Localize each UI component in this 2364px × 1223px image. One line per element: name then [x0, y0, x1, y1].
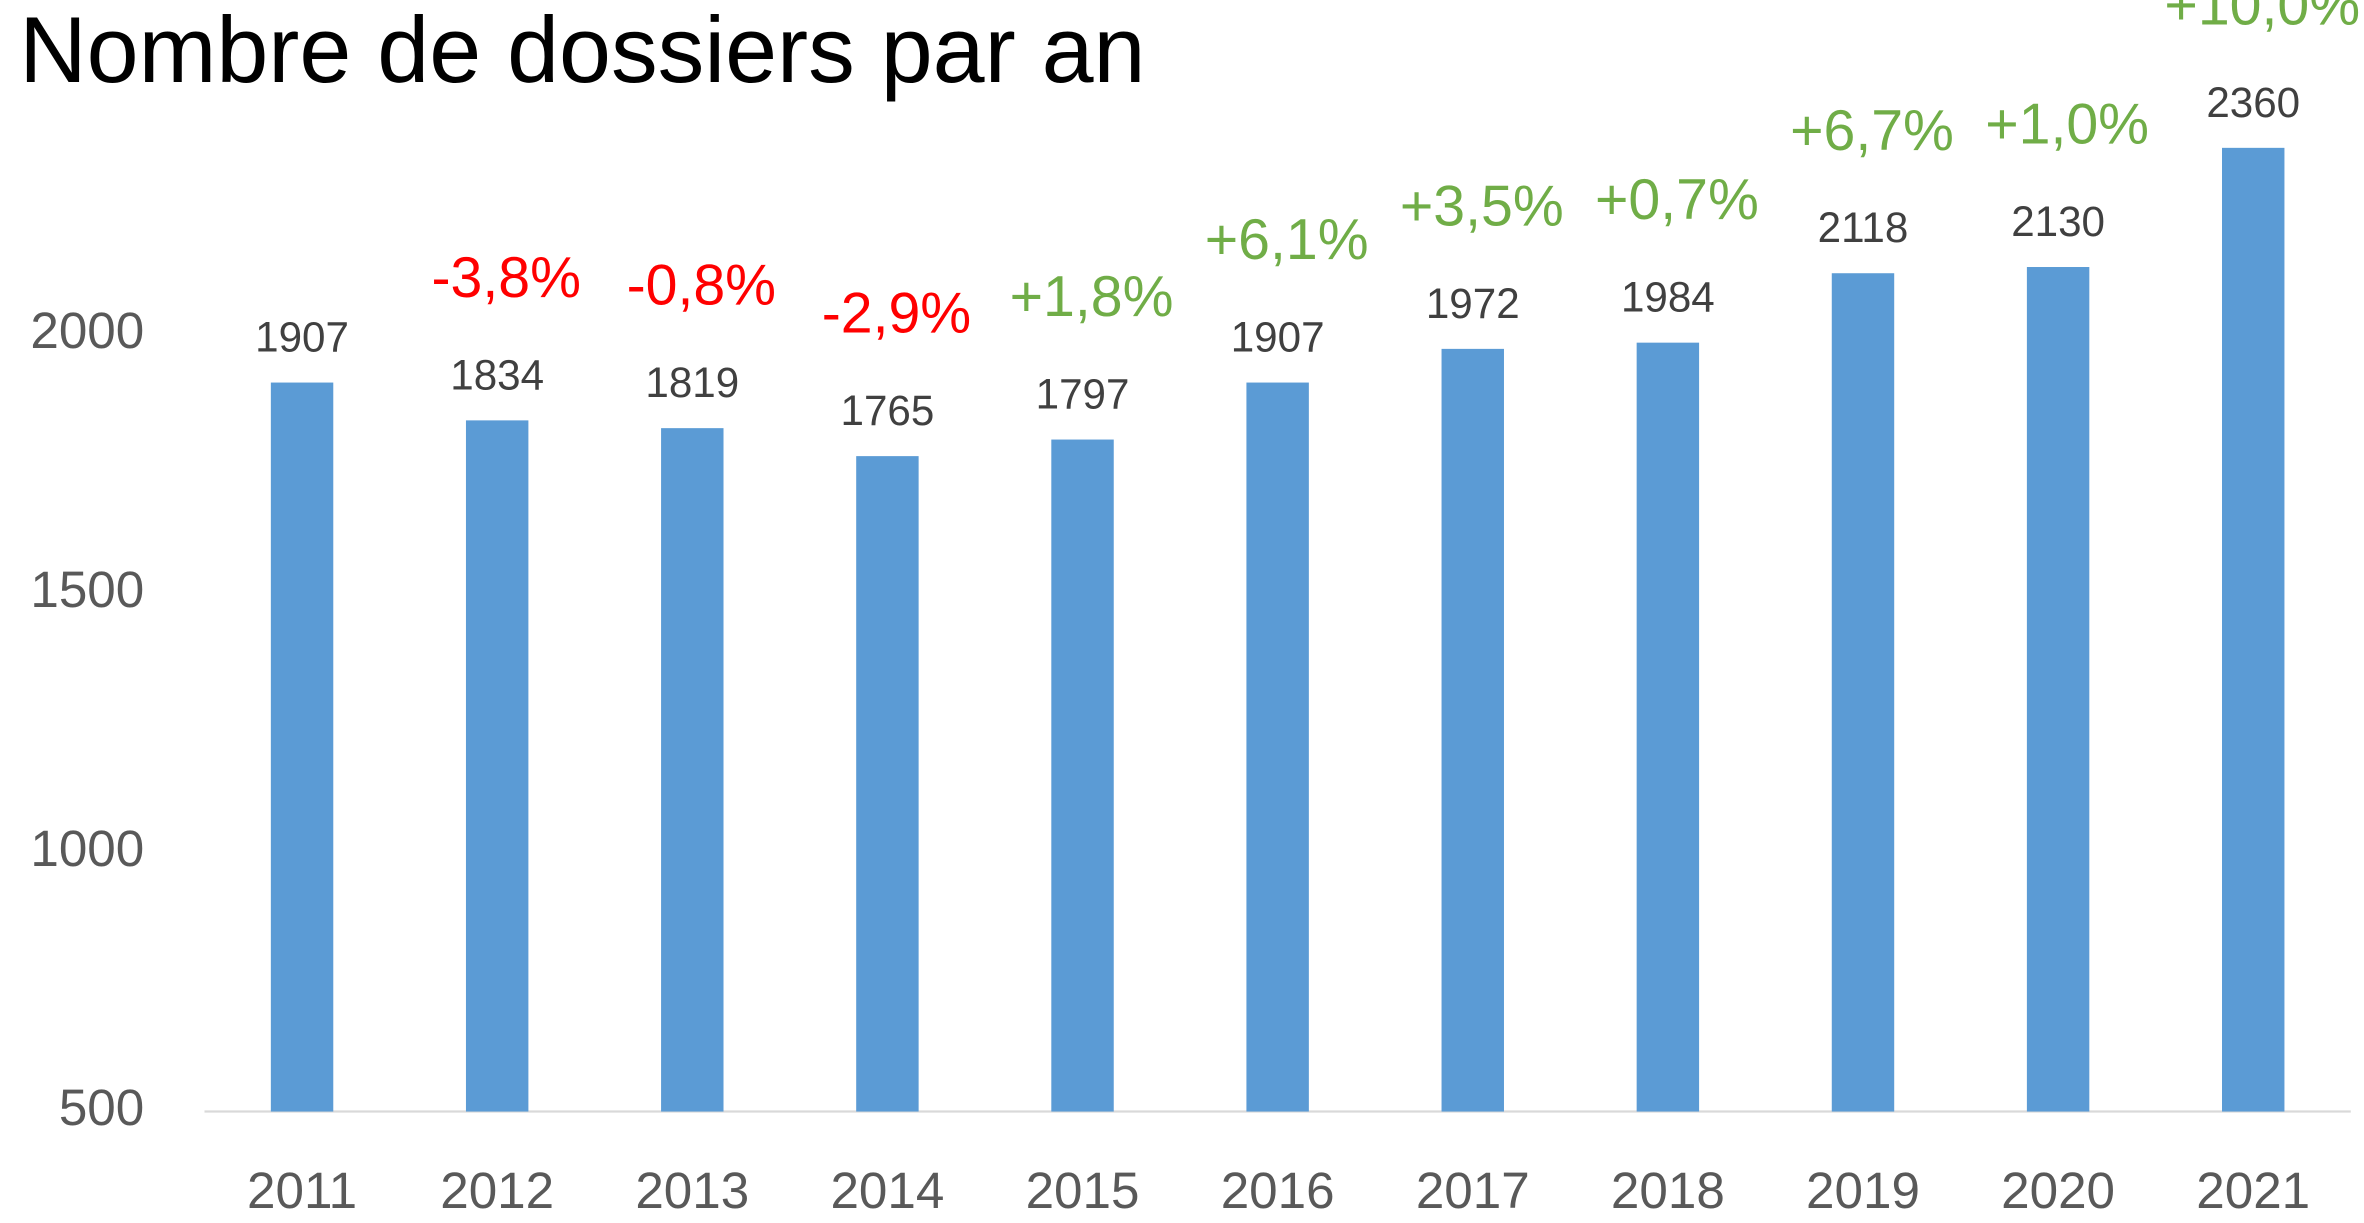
x-tick-label: 2019	[1806, 1162, 1920, 1219]
bar	[1246, 382, 1309, 1112]
change-label: +1,0%	[1985, 93, 2149, 157]
data-label: 2130	[2011, 198, 2105, 245]
change-label: -3,8%	[431, 246, 580, 310]
data-label: 2118	[1818, 204, 1909, 251]
y-tick-label: 500	[59, 1079, 144, 1136]
x-tick-label: 2015	[1026, 1162, 1140, 1219]
bar	[856, 456, 919, 1112]
x-tick-label: 2012	[440, 1162, 554, 1219]
data-label: 1984	[1621, 274, 1715, 321]
change-label: -0,8%	[627, 254, 776, 318]
change-label: +1,8%	[1010, 265, 1174, 329]
bar	[661, 428, 724, 1112]
x-tick-label: 2018	[1611, 1162, 1725, 1219]
bar	[2026, 267, 2090, 1112]
change-label: +0,7%	[1595, 168, 1759, 232]
change-label: -2,9%	[822, 282, 971, 346]
x-tick-label: 2014	[830, 1162, 944, 1219]
bar	[1831, 273, 1895, 1112]
change-label: +3,5%	[1400, 174, 1564, 238]
change-label: +6,7%	[1790, 99, 1954, 163]
data-label: 1972	[1426, 280, 1520, 327]
data-label: 2360	[2206, 79, 2300, 126]
y-tick-label: 1000	[30, 820, 144, 877]
data-label: 1834	[450, 351, 544, 398]
data-label: 1907	[1231, 314, 1325, 361]
bar	[465, 420, 529, 1112]
change-label: +6,1%	[1205, 208, 1369, 272]
x-tick-label: 2020	[2001, 1162, 2115, 1219]
bar	[2222, 147, 2285, 1112]
change-label: +10,0%	[2164, 0, 2360, 37]
bar	[1051, 439, 1114, 1112]
bar	[270, 382, 334, 1112]
y-tick-label: 1500	[30, 561, 144, 618]
bar	[1441, 348, 1504, 1112]
x-tick-label: 2011	[247, 1162, 357, 1219]
data-label: 1907	[255, 314, 349, 361]
x-tick-label: 2017	[1416, 1162, 1530, 1219]
data-label: 1765	[841, 387, 935, 434]
chart-title: Nombre de dossiers par an	[19, 0, 1145, 102]
x-tick-label: 2013	[635, 1162, 749, 1219]
x-tick-label: 2021	[2196, 1162, 2310, 1219]
data-label: 1797	[1036, 371, 1130, 418]
x-tick-label: 2016	[1221, 1162, 1335, 1219]
bar	[1636, 342, 1700, 1112]
data-label: 1819	[645, 359, 739, 406]
y-tick-label: 2000	[30, 302, 144, 359]
